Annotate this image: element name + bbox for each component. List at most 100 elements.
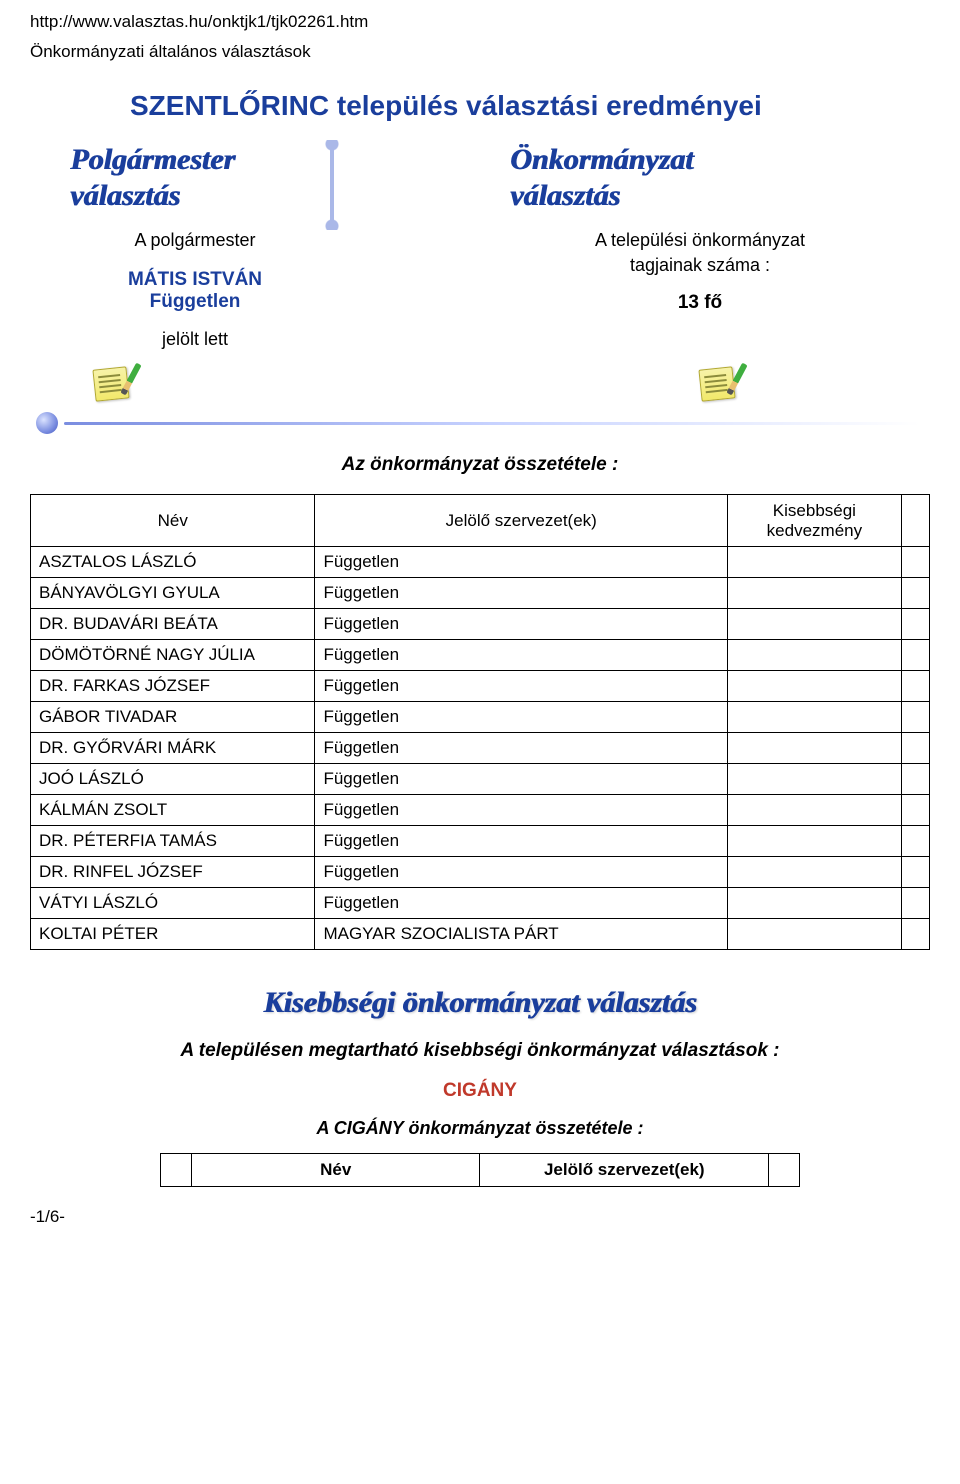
table-row: KÁLMÁN ZSOLTFüggetlen bbox=[31, 795, 930, 826]
table-row: DR. PÉTERFIA TAMÁSFüggetlen bbox=[31, 826, 930, 857]
council-heading-l2: választás bbox=[510, 180, 930, 212]
cell-org: Független bbox=[315, 702, 728, 733]
cell-name: DR. FARKAS JÓZSEF bbox=[31, 671, 315, 702]
mayor-name: MÁTIS ISTVÁN bbox=[70, 269, 320, 291]
page-number: -1/6- bbox=[30, 1207, 930, 1227]
council-label-2: tagjainak száma : bbox=[550, 255, 850, 276]
council-label-1: A települési önkormányzat bbox=[550, 230, 850, 251]
cell-org: Független bbox=[315, 733, 728, 764]
th-blank bbox=[769, 1154, 800, 1187]
th-minority: Kisebbségi kedvezmény bbox=[728, 495, 902, 547]
th-org: Jelölő szervezet(ek) bbox=[315, 495, 728, 547]
table-row: DR. GYŐRVÁRI MÁRKFüggetlen bbox=[31, 733, 930, 764]
composition-title: Az önkormányzat összetétele : bbox=[30, 454, 930, 476]
th-name: Név bbox=[191, 1154, 480, 1187]
table-row: DR. RINFEL JÓZSEFFüggetlen bbox=[31, 857, 930, 888]
note-icon bbox=[90, 364, 136, 404]
section-divider bbox=[40, 420, 920, 430]
table-header-row: Név Jelölő szervezet(ek) bbox=[161, 1154, 800, 1187]
cell-org: Független bbox=[315, 857, 728, 888]
cell-org: Független bbox=[315, 795, 728, 826]
minority-line: A településen megtartható kisebbségi önk… bbox=[30, 1040, 930, 1062]
mayor-became: jelölt lett bbox=[70, 329, 320, 350]
minority-section-heading: Kisebbségi önkormányzat választás bbox=[30, 986, 930, 1020]
cell-minority bbox=[728, 919, 902, 950]
cell-org: Független bbox=[315, 547, 728, 578]
cell-blank bbox=[901, 764, 929, 795]
cell-org: Független bbox=[315, 671, 728, 702]
cell-blank bbox=[901, 640, 929, 671]
table-row: JOÓ LÁSZLÓFüggetlen bbox=[31, 764, 930, 795]
cell-minority bbox=[728, 826, 902, 857]
mayor-party: Független bbox=[70, 291, 320, 313]
cell-blank bbox=[901, 702, 929, 733]
cell-minority bbox=[728, 733, 902, 764]
table-header-row: Név Jelölő szervezet(ek) Kisebbségi kedv… bbox=[31, 495, 930, 547]
table-row: DR. FARKAS JÓZSEFFüggetlen bbox=[31, 671, 930, 702]
cell-name: DÖMÖTÖRNÉ NAGY JÚLIA bbox=[31, 640, 315, 671]
minority-table: Név Jelölő szervezet(ek) bbox=[160, 1153, 800, 1187]
table-row: VÁTYI LÁSZLÓFüggetlen bbox=[31, 888, 930, 919]
mayor-heading-l1: Polgármester bbox=[70, 144, 490, 176]
separator-bracket bbox=[320, 140, 344, 230]
cell-org: MAGYAR SZOCIALISTA PÁRT bbox=[315, 919, 728, 950]
mayor-label: A polgármester bbox=[70, 230, 320, 251]
cell-org: Független bbox=[315, 578, 728, 609]
two-column-panel: Polgármester választás A polgármester MÁ… bbox=[70, 144, 930, 350]
cell-minority bbox=[728, 547, 902, 578]
cell-name: DR. GYŐRVÁRI MÁRK bbox=[31, 733, 315, 764]
council-heading-l1: Önkormányzat bbox=[510, 144, 930, 176]
cell-name: VÁTYI LÁSZLÓ bbox=[31, 888, 315, 919]
cell-blank bbox=[901, 919, 929, 950]
cell-minority bbox=[728, 857, 902, 888]
minority-group: CIGÁNY bbox=[30, 1080, 930, 1102]
th-name: Név bbox=[31, 495, 315, 547]
members-table: Név Jelölő szervezet(ek) Kisebbségi kedv… bbox=[30, 494, 930, 950]
cell-name: KOLTAI PÉTER bbox=[31, 919, 315, 950]
cell-name: ASZTALOS LÁSZLÓ bbox=[31, 547, 315, 578]
th-blank bbox=[901, 495, 929, 547]
cell-name: BÁNYAVÖLGYI GYULA bbox=[31, 578, 315, 609]
cell-blank bbox=[901, 609, 929, 640]
cell-minority bbox=[728, 640, 902, 671]
council-count: 13 fő bbox=[550, 292, 850, 314]
cell-org: Független bbox=[315, 764, 728, 795]
main-title: SZENTLŐRINC település választási eredmén… bbox=[130, 90, 930, 122]
cell-name: GÁBOR TIVADAR bbox=[31, 702, 315, 733]
cell-org: Független bbox=[315, 826, 728, 857]
mayor-heading-l2: választás bbox=[70, 180, 490, 212]
cell-blank bbox=[901, 826, 929, 857]
cell-blank bbox=[901, 671, 929, 702]
cell-minority bbox=[728, 702, 902, 733]
cell-name: JOÓ LÁSZLÓ bbox=[31, 764, 315, 795]
council-column: Önkormányzat választás A települési önko… bbox=[510, 144, 930, 350]
table-row: DR. BUDAVÁRI BEÁTAFüggetlen bbox=[31, 609, 930, 640]
cell-blank bbox=[901, 578, 929, 609]
cell-blank bbox=[901, 888, 929, 919]
cell-org: Független bbox=[315, 888, 728, 919]
cell-org: Független bbox=[315, 640, 728, 671]
minority-composition-title: A CIGÁNY önkormányzat összetétele : bbox=[30, 1118, 930, 1139]
cell-minority bbox=[728, 671, 902, 702]
page-subtitle: Önkormányzati általános választások bbox=[30, 42, 930, 62]
page-url: http://www.valasztas.hu/onktjk1/tjk02261… bbox=[30, 12, 930, 32]
th-org: Jelölő szervezet(ek) bbox=[480, 1154, 769, 1187]
cell-name: DR. PÉTERFIA TAMÁS bbox=[31, 826, 315, 857]
table-row: GÁBOR TIVADARFüggetlen bbox=[31, 702, 930, 733]
cell-minority bbox=[728, 609, 902, 640]
cell-minority bbox=[728, 795, 902, 826]
cell-minority bbox=[728, 764, 902, 795]
mayor-column: Polgármester választás A polgármester MÁ… bbox=[70, 144, 490, 350]
note-icons-row bbox=[90, 364, 930, 404]
table-row: DÖMÖTÖRNÉ NAGY JÚLIAFüggetlen bbox=[31, 640, 930, 671]
th-blank bbox=[161, 1154, 192, 1187]
cell-minority bbox=[728, 888, 902, 919]
cell-org: Független bbox=[315, 609, 728, 640]
cell-name: DR. BUDAVÁRI BEÁTA bbox=[31, 609, 315, 640]
table-row: ASZTALOS LÁSZLÓFüggetlen bbox=[31, 547, 930, 578]
table-row: KOLTAI PÉTERMAGYAR SZOCIALISTA PÁRT bbox=[31, 919, 930, 950]
note-icon bbox=[696, 364, 742, 404]
table-row: BÁNYAVÖLGYI GYULAFüggetlen bbox=[31, 578, 930, 609]
cell-name: KÁLMÁN ZSOLT bbox=[31, 795, 315, 826]
cell-blank bbox=[901, 795, 929, 826]
